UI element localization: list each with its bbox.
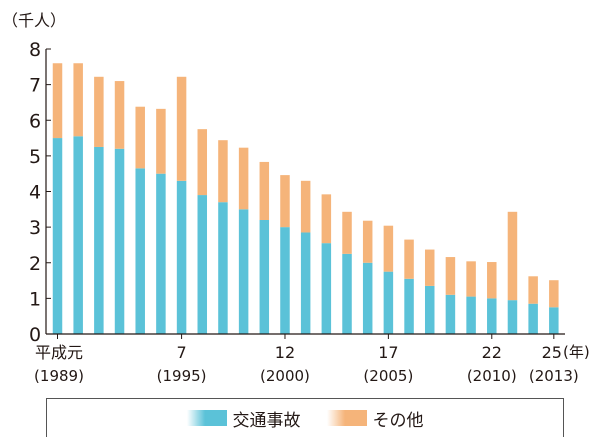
bar-segment-traffic (156, 173, 166, 334)
bar-segment-traffic (362, 262, 373, 334)
bar-segment-other (528, 276, 538, 304)
x-unit-label: (年) (563, 343, 590, 361)
bar-segment-traffic (383, 271, 394, 334)
bar-segment-other (549, 280, 559, 308)
bar-segment-traffic (94, 146, 104, 334)
x-tick-label-year: (2010) (467, 367, 517, 385)
bar-segment-other (362, 220, 373, 263)
x-tick-label-year: (1995) (157, 367, 207, 385)
bar-segment-other (507, 211, 518, 301)
bar-segment-other (300, 180, 311, 233)
bar-segment-traffic (197, 195, 208, 334)
legend-label-traffic: 交通事故 (232, 410, 301, 431)
bar-segment-other (238, 147, 249, 210)
x-tick-label-year: (1989) (34, 367, 84, 385)
bar-segment-other (342, 211, 352, 254)
bar-segment-traffic (342, 253, 352, 334)
bar-segment-other (197, 129, 208, 196)
legend-item-other: その他 (326, 406, 424, 431)
bar-segment-traffic (176, 180, 187, 334)
y-tick-label: 2 (29, 253, 41, 275)
bar-segment-other (259, 161, 270, 220)
legend-item-traffic: 交通事故 (186, 406, 301, 431)
y-tick-label: 3 (29, 217, 41, 239)
bar-segment-traffic (135, 168, 145, 334)
y-tick-label: 6 (29, 110, 41, 132)
bar-segment-traffic (321, 243, 332, 334)
bar-segment-other (487, 262, 497, 299)
bar-segment-traffic (300, 232, 311, 334)
bar-segment-other (218, 140, 228, 203)
bar-segment-traffic (445, 294, 456, 334)
bar-segment-traffic (528, 303, 538, 334)
x-tick-label: 平成元 (35, 343, 83, 362)
y-tick-label: 4 (29, 182, 41, 204)
bar-segment-traffic (238, 209, 249, 334)
bar-segment-other (280, 175, 290, 228)
bar-segment-traffic (487, 298, 497, 334)
bar-segment-traffic (259, 220, 270, 334)
x-tick-label: 7 (176, 343, 186, 362)
bar-segment-other (321, 194, 332, 244)
bar-segment-traffic (280, 227, 290, 334)
bar-segment-traffic (424, 285, 435, 334)
bar-segment-traffic (404, 278, 414, 334)
bar-segment-other (73, 63, 83, 137)
y-tick-label: 8 (29, 39, 41, 61)
bar-segment-traffic (114, 148, 125, 334)
y-unit-label: （千人） (2, 11, 66, 30)
bar-segment-traffic (507, 300, 518, 334)
bar-segment-other (404, 239, 414, 279)
x-tick-label: 12 (275, 343, 295, 362)
bar-segment-other (94, 76, 104, 147)
legend-swatch-other (326, 410, 367, 426)
bar-segment-other (383, 225, 394, 272)
x-tick-label: 17 (378, 343, 398, 362)
x-tick-label: 25 (542, 343, 562, 362)
bar-segment-other (424, 249, 435, 286)
bar-segment-other (466, 261, 476, 297)
y-tick-label: 0 (29, 324, 41, 346)
bar-segment-traffic (52, 138, 63, 334)
bars (52, 63, 559, 334)
legend-swatch-traffic (186, 410, 227, 426)
bar-segment-other (176, 76, 187, 181)
bar-segment-traffic (466, 296, 476, 334)
bar-segment-other (445, 257, 456, 295)
bar-segment-traffic (218, 202, 228, 334)
bar-segment-other (156, 108, 166, 174)
legend-label-other: その他 (372, 410, 424, 431)
y-tick-label: 5 (29, 146, 41, 168)
y-tick-label: 1 (29, 288, 41, 310)
x-tick-label: 22 (482, 343, 502, 362)
x-axis: 平成元 (1989) 7 (1995) 12 (2000) 17 (2005) 22 (2010)… (34, 333, 579, 385)
y-axis: 0 1 2 3 4 5 6 7 8 (29, 39, 51, 346)
bar-segment-traffic (73, 136, 83, 334)
y-tick-label: 7 (29, 75, 41, 97)
x-tick-label-year: (2000) (260, 367, 310, 385)
bar-segment-other (135, 106, 145, 169)
x-tick-label-year: (2013) (529, 367, 579, 385)
x-tick-label-year: (2005) (363, 367, 413, 385)
bar-segment-other (52, 63, 63, 139)
bar-segment-other (114, 81, 125, 149)
bar-segment-traffic (549, 307, 559, 334)
legend: 交通事故 その他 (46, 398, 564, 437)
